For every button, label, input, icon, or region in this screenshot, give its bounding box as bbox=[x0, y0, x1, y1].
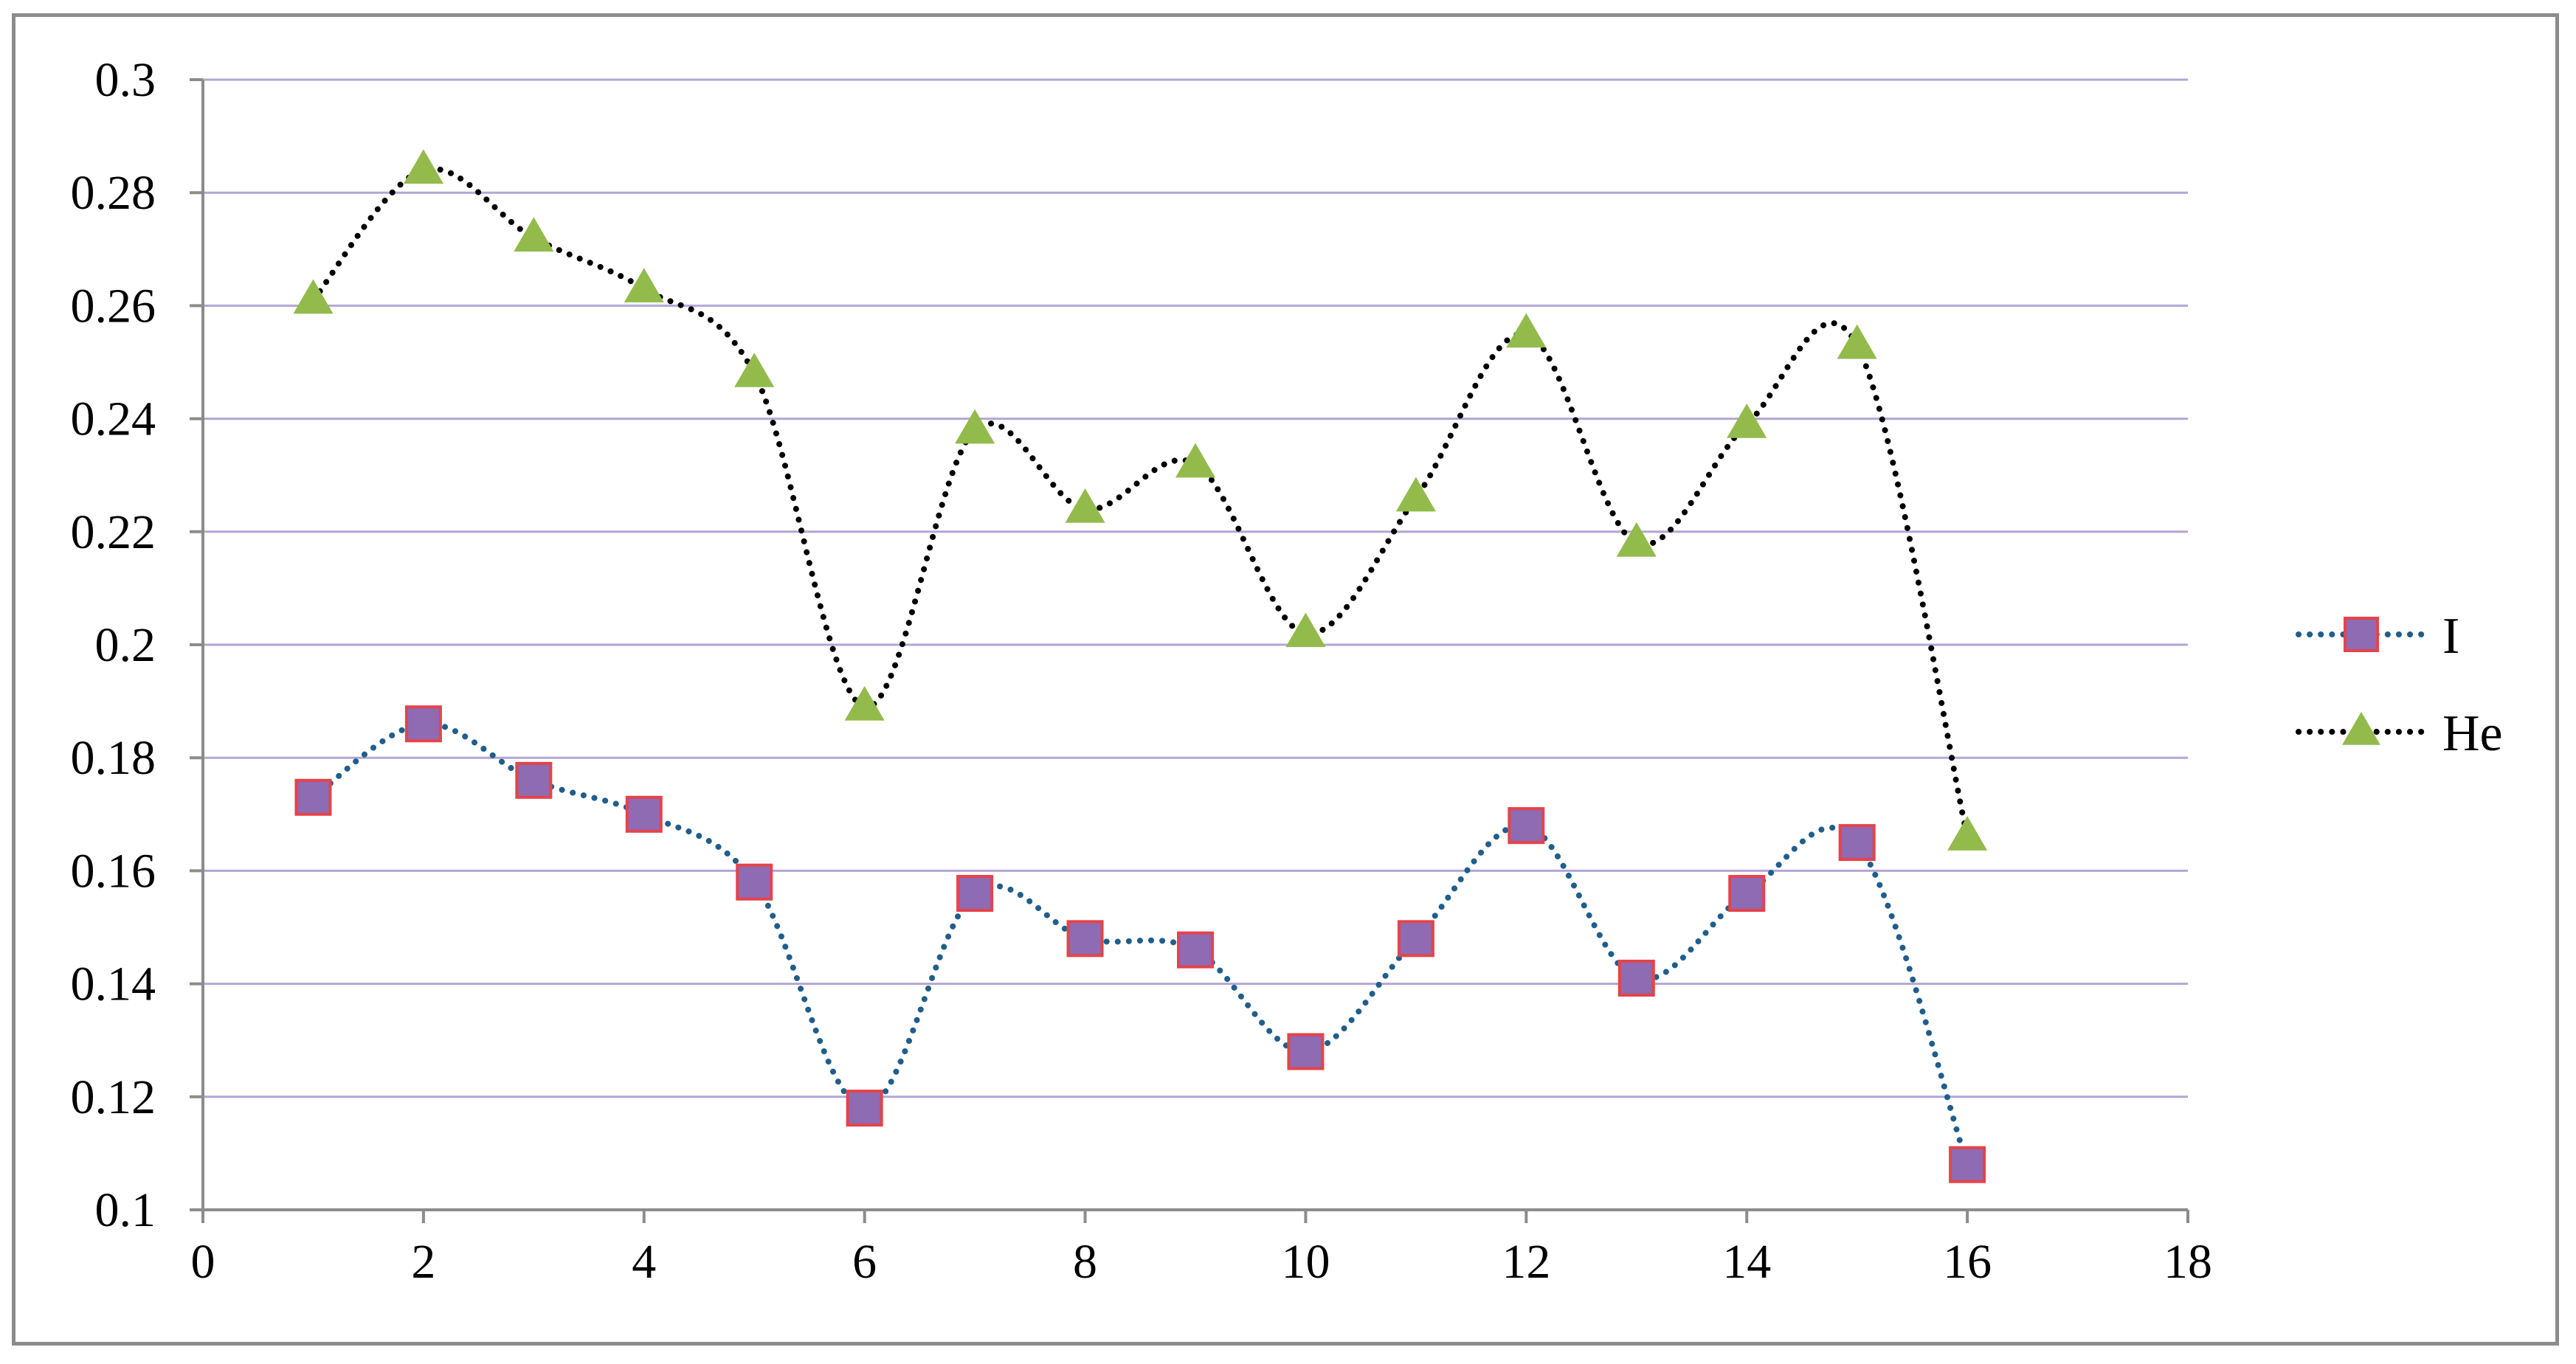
data-point-he-9 bbox=[1175, 443, 1216, 478]
x-tick-label-2: 4 bbox=[632, 1235, 656, 1289]
data-point-i-5 bbox=[736, 863, 773, 901]
data-point-he-4 bbox=[624, 268, 664, 302]
x-tick-label-3: 6 bbox=[852, 1235, 877, 1289]
y-tick-label-7: 0.24 bbox=[71, 392, 156, 446]
y-tick-label-1: 0.12 bbox=[71, 1070, 156, 1124]
y-tick-label-2: 0.14 bbox=[71, 958, 156, 1011]
x-tick-label-9: 18 bbox=[2164, 1235, 2212, 1289]
y-tick-label-4: 0.18 bbox=[71, 731, 156, 785]
data-point-he-7 bbox=[955, 409, 995, 444]
x-tick-label-8: 16 bbox=[1943, 1235, 1992, 1289]
data-point-i-13 bbox=[1617, 959, 1655, 997]
data-point-he-16 bbox=[1947, 816, 1988, 851]
series-layer bbox=[293, 149, 1988, 1183]
y-tick-label-5: 0.2 bbox=[95, 618, 156, 672]
data-point-i-15 bbox=[1838, 824, 1876, 862]
data-point-he-12 bbox=[1506, 313, 1547, 348]
y-tick-label-0: 0.1 bbox=[95, 1183, 156, 1237]
data-point-he-13 bbox=[1616, 522, 1657, 557]
series-line-i bbox=[310, 721, 1971, 1168]
data-point-he-14 bbox=[1727, 404, 1767, 438]
data-point-he-3 bbox=[514, 217, 554, 252]
data-point-i-6 bbox=[846, 1090, 883, 1127]
legend-item-he: He bbox=[2296, 705, 2503, 762]
y-tick-label-10: 0.3 bbox=[95, 53, 156, 107]
chart-frame bbox=[12, 13, 2559, 1346]
y-tick-label-3: 0.16 bbox=[71, 844, 156, 898]
legend: I He bbox=[2296, 608, 2503, 762]
series-i bbox=[294, 705, 1986, 1183]
data-point-i-4 bbox=[625, 795, 663, 833]
data-point-i-10 bbox=[1287, 1033, 1325, 1070]
data-point-i-11 bbox=[1397, 920, 1434, 958]
data-point-he-6 bbox=[844, 686, 885, 721]
data-point-he-1 bbox=[293, 279, 334, 314]
y-tick-label-9: 0.28 bbox=[71, 166, 156, 220]
data-point-i-12 bbox=[1508, 807, 1545, 845]
series-line-he bbox=[310, 165, 1971, 840]
data-point-i-7 bbox=[956, 875, 994, 913]
y-tick-label-8: 0.26 bbox=[71, 279, 156, 333]
data-point-i-3 bbox=[515, 761, 553, 799]
data-point-he-15 bbox=[1837, 324, 1877, 359]
data-point-i-9 bbox=[1177, 931, 1214, 969]
series-he bbox=[293, 149, 1988, 851]
data-point-he-2 bbox=[403, 149, 443, 184]
data-point-i-16 bbox=[1949, 1146, 1986, 1183]
legend-marker-i bbox=[2344, 617, 2379, 652]
x-tick-label-7: 14 bbox=[1722, 1235, 1771, 1289]
legend-item-i: I bbox=[2296, 608, 2459, 665]
grid-lines bbox=[203, 78, 2188, 1098]
x-tick-label-6: 12 bbox=[1502, 1235, 1550, 1289]
data-point-i-2 bbox=[404, 705, 442, 743]
x-tick-label-5: 10 bbox=[1281, 1235, 1330, 1289]
data-point-i-14 bbox=[1728, 875, 1766, 913]
legend-label-he: He bbox=[2442, 705, 2503, 762]
data-point-i-1 bbox=[294, 778, 332, 816]
legend-label-i: I bbox=[2442, 608, 2459, 665]
legend-marker-he bbox=[2342, 711, 2380, 745]
data-point-he-11 bbox=[1395, 477, 1436, 512]
axes: 0.1 0.12 0.14 0.16 0.18 0.2 0.22 0.24 0.26 0.28 0.… bbox=[71, 53, 2213, 1289]
x-tick-label-4: 8 bbox=[1073, 1235, 1097, 1289]
data-point-i-8 bbox=[1066, 920, 1104, 958]
x-tick-label-0: 0 bbox=[191, 1235, 215, 1289]
data-point-he-8 bbox=[1065, 488, 1105, 523]
data-point-he-10 bbox=[1285, 612, 1326, 648]
data-point-he-5 bbox=[734, 353, 775, 387]
x-tick-label-1: 2 bbox=[411, 1235, 435, 1289]
y-tick-label-6: 0.22 bbox=[71, 505, 156, 559]
